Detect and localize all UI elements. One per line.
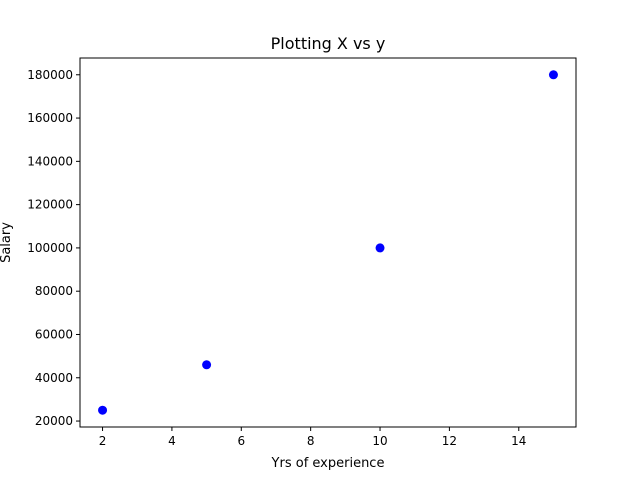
x-axis-label: Yrs of experience [271, 456, 385, 471]
y-tick-label: 80000 [35, 284, 73, 298]
x-tick-label: 12 [442, 434, 457, 448]
y-tick-label: 100000 [27, 241, 73, 255]
y-tick-label: 60000 [35, 327, 73, 341]
data-point [202, 360, 212, 370]
y-axis-label: Salary [0, 222, 14, 263]
data-points [98, 70, 558, 415]
x-tick-label: 2 [99, 434, 107, 448]
y-tick-label: 40000 [35, 371, 73, 385]
y-tick-label: 180000 [27, 68, 73, 82]
data-point [98, 405, 108, 415]
x-tick-label: 4 [168, 434, 176, 448]
x-tick-label: 10 [372, 434, 387, 448]
x-axis: 2 4 6 8 10 12 14 [99, 427, 526, 448]
y-tick-label: 120000 [27, 198, 73, 212]
y-tick-label: 160000 [27, 111, 73, 125]
plot-frame [79, 57, 577, 428]
y-tick-label: 140000 [27, 154, 73, 168]
y-tick-label: 20000 [35, 414, 73, 428]
x-tick-label: 6 [237, 434, 245, 448]
data-point [375, 243, 385, 253]
x-tick-label: 8 [307, 434, 315, 448]
y-axis: 20000 40000 60000 80000 100000 120000 140000 16… [27, 68, 80, 428]
chart-title: Plotting X vs y [271, 34, 386, 53]
x-tick-label: 14 [511, 434, 526, 448]
data-point [548, 70, 558, 80]
